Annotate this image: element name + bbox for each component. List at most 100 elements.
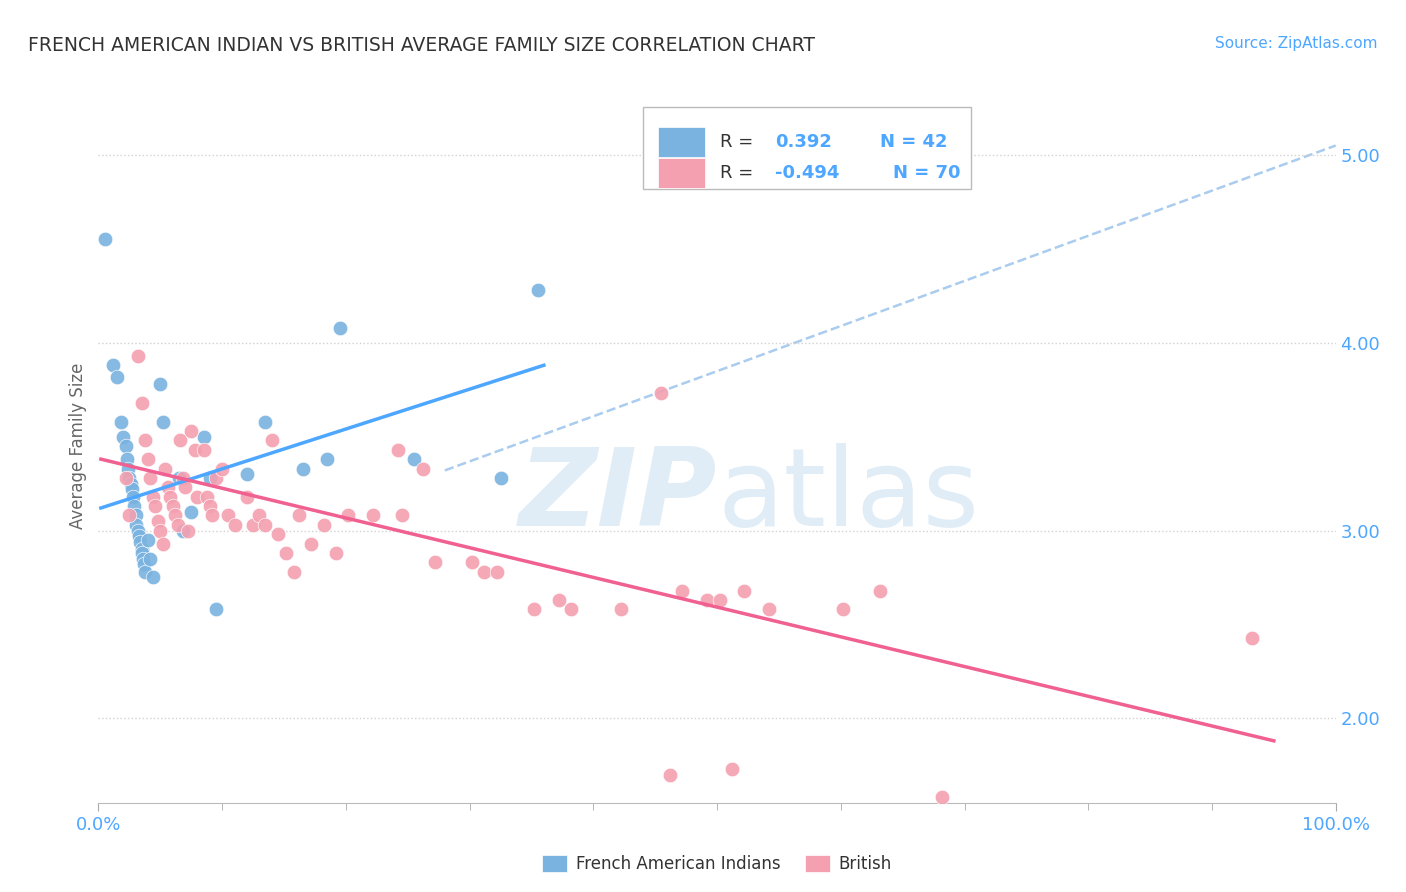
Point	[118, 508, 141, 523]
Point	[146, 514, 169, 528]
Point	[120, 476, 142, 491]
Point	[931, 790, 953, 805]
Point	[132, 551, 155, 566]
Point	[131, 546, 153, 560]
Point	[195, 490, 218, 504]
Point	[121, 482, 143, 496]
Point	[236, 467, 259, 482]
Point	[560, 602, 582, 616]
Point	[461, 556, 484, 570]
Point	[180, 424, 202, 438]
Point	[402, 452, 425, 467]
Point	[260, 434, 283, 448]
Text: N = 42: N = 42	[880, 133, 948, 151]
Point	[254, 415, 277, 429]
Point	[149, 377, 172, 392]
Point	[299, 536, 322, 550]
Point	[671, 583, 693, 598]
Point	[709, 593, 731, 607]
Point	[131, 542, 153, 557]
Point	[489, 471, 512, 485]
Point	[184, 442, 207, 457]
Point	[176, 524, 198, 538]
Point	[526, 283, 548, 297]
Text: -0.494: -0.494	[775, 164, 839, 182]
Point	[118, 471, 141, 485]
Point	[115, 452, 138, 467]
Point	[159, 490, 181, 504]
Point	[127, 524, 149, 538]
Point	[152, 415, 174, 429]
Point	[283, 565, 305, 579]
Text: R =: R =	[720, 164, 758, 182]
Point	[1240, 631, 1263, 645]
Point	[169, 434, 191, 448]
Point	[329, 320, 352, 334]
Point	[316, 452, 339, 467]
Point	[172, 524, 194, 538]
Y-axis label: Average Family Size: Average Family Size	[69, 363, 87, 529]
Point	[485, 565, 508, 579]
Point	[167, 471, 190, 485]
FancyBboxPatch shape	[658, 127, 704, 157]
Point	[236, 490, 259, 504]
Point	[162, 499, 184, 513]
Point	[131, 396, 153, 410]
Point	[139, 551, 162, 566]
Point	[869, 583, 891, 598]
Point	[217, 508, 239, 523]
Point	[110, 415, 132, 429]
Point	[423, 556, 446, 570]
Text: Source: ZipAtlas.com: Source: ZipAtlas.com	[1215, 36, 1378, 51]
Point	[103, 358, 125, 372]
Point	[156, 480, 179, 494]
Point	[124, 517, 146, 532]
Point	[186, 490, 208, 504]
Point	[128, 529, 150, 543]
Point	[193, 429, 215, 443]
Text: R =: R =	[720, 133, 758, 151]
Point	[247, 508, 270, 523]
FancyBboxPatch shape	[643, 107, 970, 189]
Point	[134, 434, 156, 448]
Point	[149, 524, 172, 538]
Text: ZIP: ZIP	[519, 443, 717, 549]
FancyBboxPatch shape	[658, 159, 704, 188]
Point	[361, 508, 384, 523]
Point	[174, 480, 197, 494]
Point	[166, 517, 188, 532]
Point	[242, 517, 264, 532]
Point	[205, 471, 228, 485]
Point	[523, 602, 546, 616]
Point	[205, 602, 228, 616]
Point	[127, 349, 149, 363]
Point	[129, 534, 152, 549]
Point	[142, 570, 165, 584]
Point	[254, 517, 277, 532]
Point	[211, 461, 233, 475]
Text: atlas: atlas	[717, 443, 979, 549]
Point	[114, 439, 136, 453]
Point	[155, 461, 177, 475]
Point	[105, 369, 128, 384]
Point	[547, 593, 569, 607]
Point	[288, 508, 311, 523]
Point	[733, 583, 755, 598]
Point	[152, 536, 174, 550]
Point	[193, 442, 215, 457]
Point	[93, 232, 115, 246]
Point	[267, 527, 290, 541]
Point	[143, 499, 166, 513]
Point	[609, 602, 631, 616]
Point	[201, 508, 224, 523]
Point	[387, 442, 409, 457]
Point	[721, 762, 744, 776]
Point	[832, 602, 855, 616]
Point	[337, 508, 360, 523]
Text: 0.392: 0.392	[775, 133, 832, 151]
Point	[198, 499, 221, 513]
Point	[224, 517, 246, 532]
Point	[122, 490, 145, 504]
Point	[139, 471, 162, 485]
Text: FRENCH AMERICAN INDIAN VS BRITISH AVERAGE FAMILY SIZE CORRELATION CHART: FRENCH AMERICAN INDIAN VS BRITISH AVERAG…	[28, 36, 815, 54]
